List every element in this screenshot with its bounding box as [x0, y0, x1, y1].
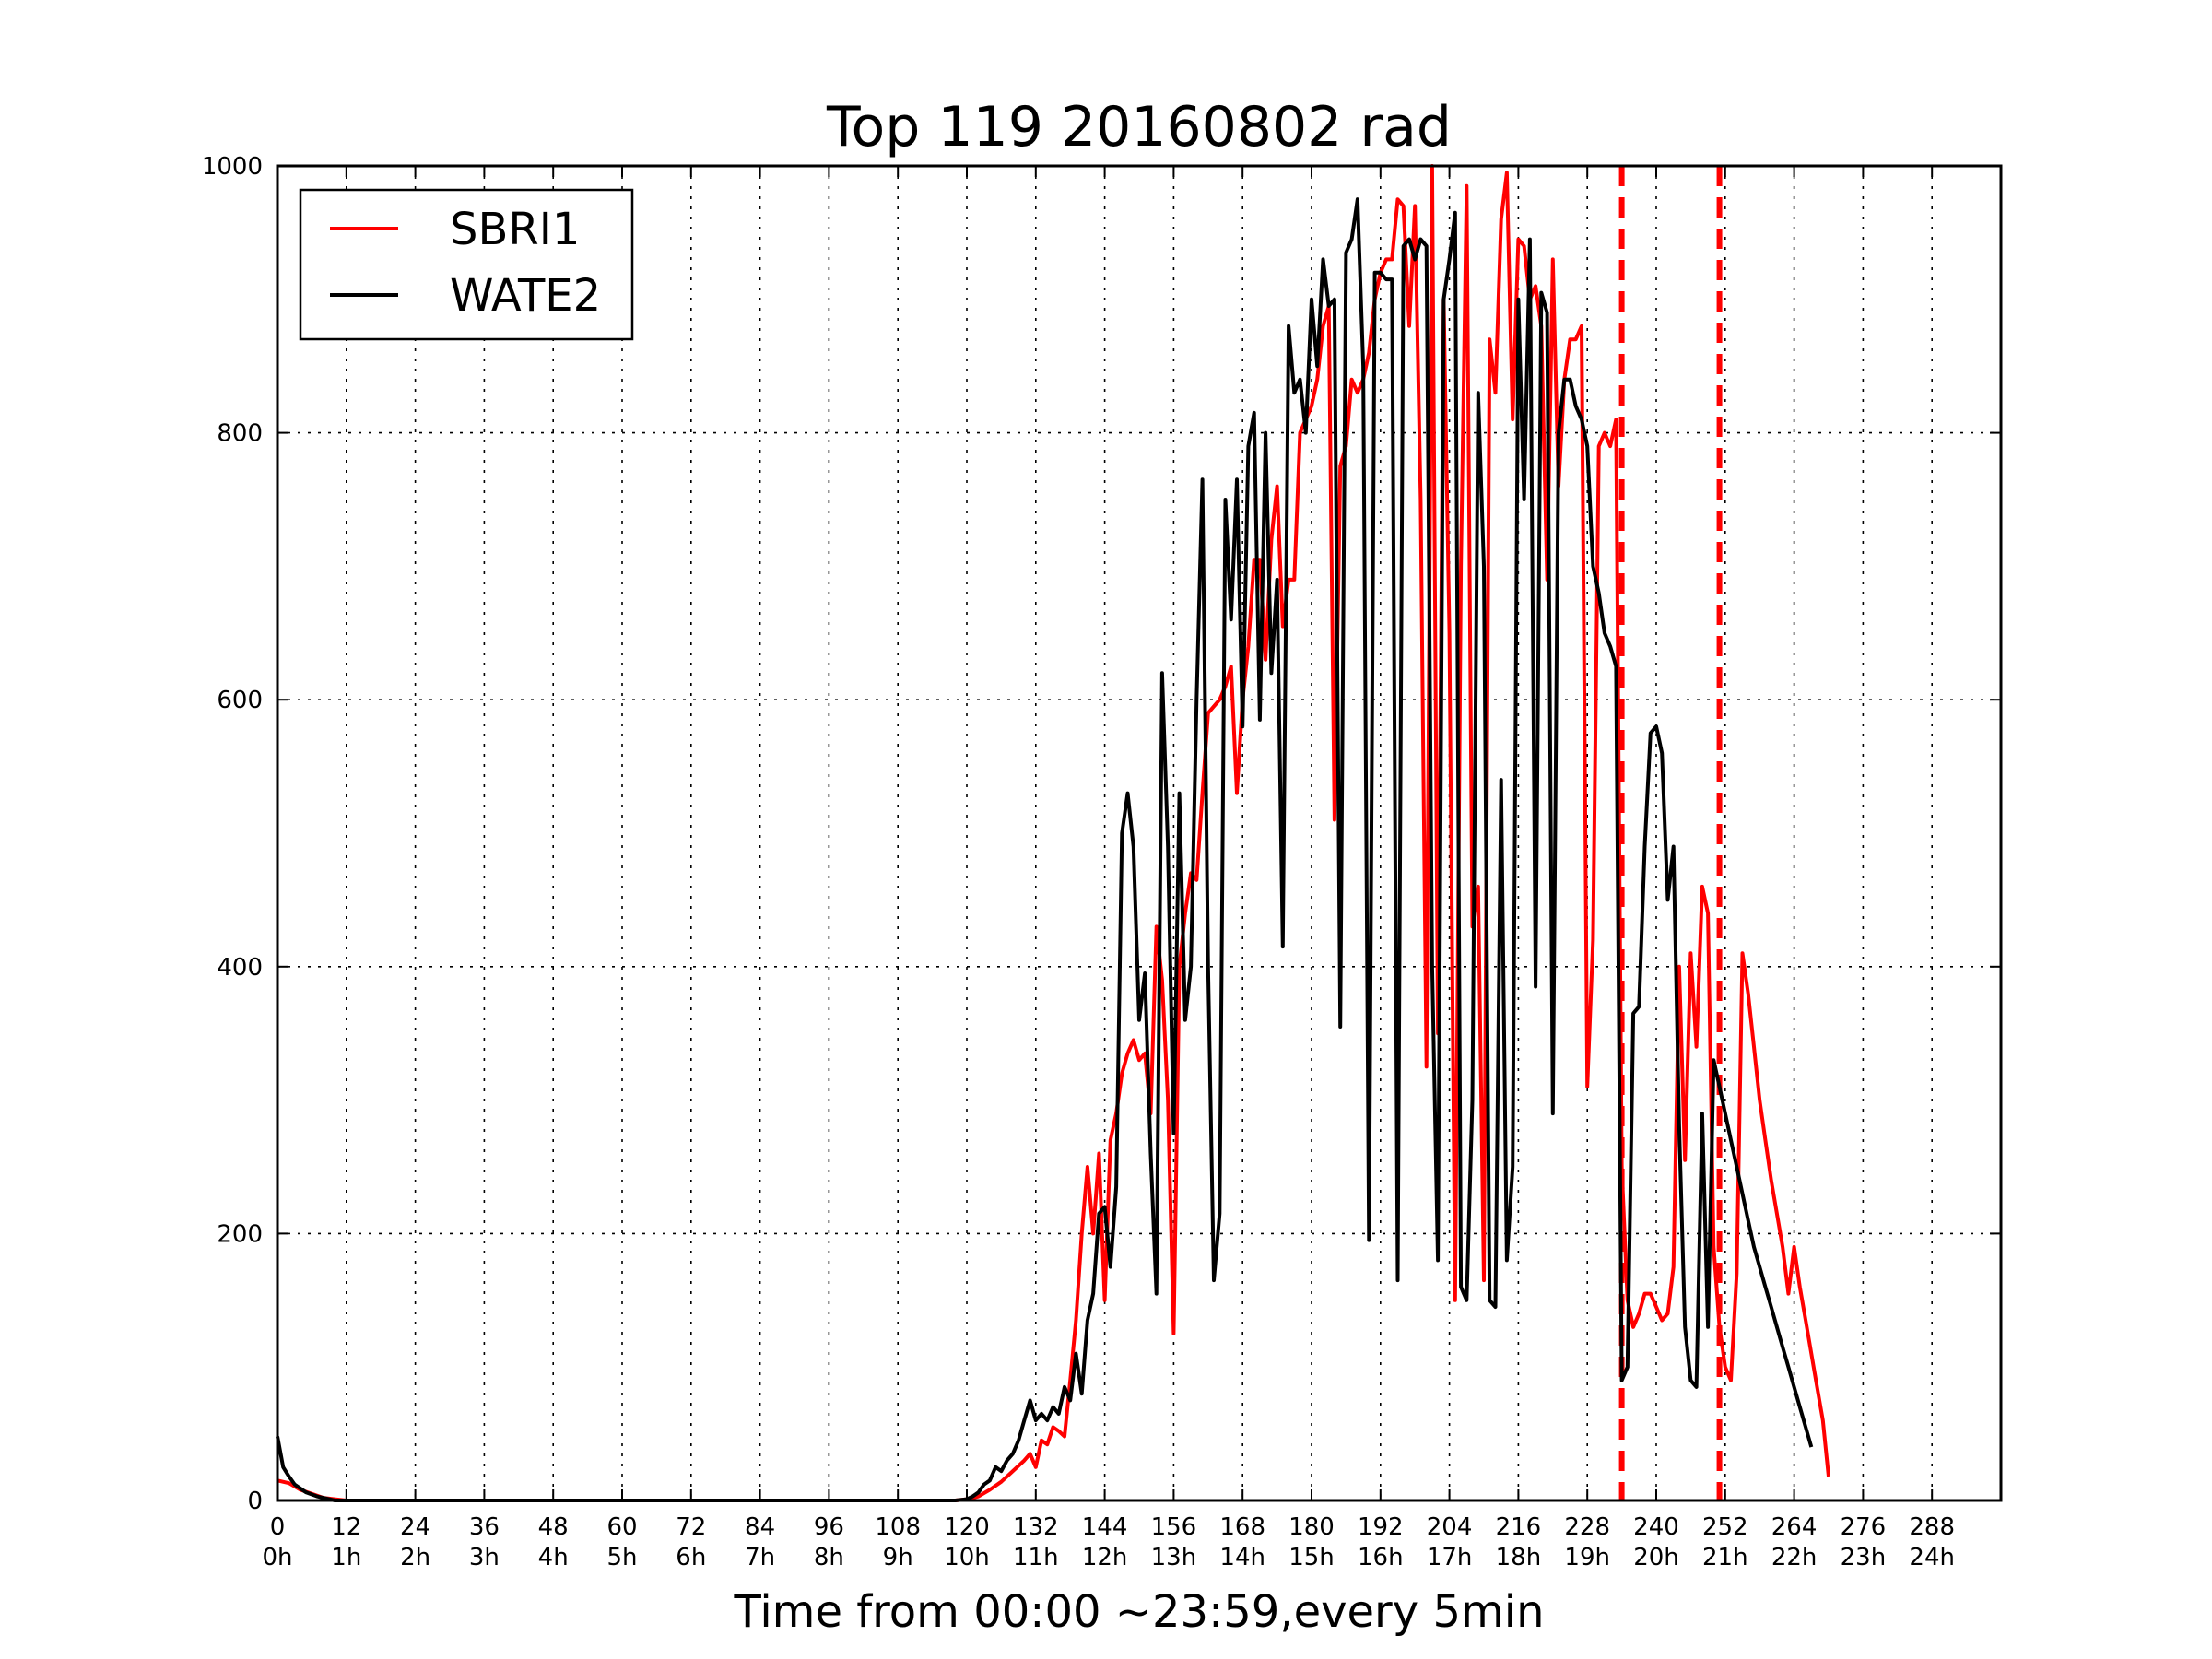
- x-tick-sublabel: 13h: [1151, 1544, 1197, 1571]
- x-tick-label: 132: [1013, 1513, 1059, 1541]
- x-tick-sublabel: 18h: [1496, 1544, 1542, 1571]
- x-tick-sublabel: 4h: [538, 1544, 569, 1571]
- x-tick-sublabel: 1h: [331, 1544, 361, 1571]
- axis-ticks: 0 0h 12 1h 24 2h 36 3h 48 4h 60 5h 72 6h 84 7h 96 8h 108 9h…: [202, 153, 2001, 1571]
- x-tick-label: 252: [1702, 1513, 1748, 1541]
- x-tick-label: 72: [676, 1513, 706, 1541]
- legend-label-wate2: WATE2: [450, 270, 601, 322]
- plot-frame: [276, 164, 2003, 1502]
- x-tick-sublabel: 11h: [1013, 1544, 1059, 1571]
- x-tick-sublabel: 15h: [1288, 1544, 1335, 1571]
- grid: [277, 166, 2001, 1500]
- x-tick-label: 96: [814, 1513, 844, 1541]
- y-tick-label: 800: [217, 420, 263, 448]
- x-tick-label: 180: [1288, 1513, 1335, 1541]
- series-line-sbri1: [276, 164, 1830, 1502]
- x-tick-label: 0: [270, 1513, 286, 1541]
- x-tick-label: 12: [331, 1513, 361, 1541]
- x-tick-sublabel: 0h: [262, 1544, 292, 1571]
- x-tick-sublabel: 7h: [745, 1544, 775, 1571]
- x-tick-label: 240: [1633, 1513, 1679, 1541]
- x-tick-sublabel: 10h: [944, 1544, 990, 1571]
- x-tick-sublabel: 20h: [1633, 1544, 1679, 1571]
- series-lines: [276, 164, 1830, 1502]
- y-tick-label: 400: [217, 954, 263, 982]
- x-tick-sublabel: 12h: [1082, 1544, 1128, 1571]
- x-tick-sublabel: 9h: [883, 1544, 913, 1571]
- x-tick-label: 60: [606, 1513, 637, 1541]
- x-tick-label: 228: [1564, 1513, 1610, 1541]
- legend-box: [299, 188, 634, 341]
- x-tick-sublabel: 8h: [814, 1544, 844, 1571]
- x-tick-label: 108: [875, 1513, 921, 1541]
- legend-label-sbri1: SBRI1: [450, 204, 580, 255]
- x-tick-sublabel: 24h: [1909, 1544, 1955, 1571]
- x-tick-label: 216: [1496, 1513, 1542, 1541]
- x-tick-label: 156: [1151, 1513, 1197, 1541]
- legend: SBRI1 WATE2: [299, 188, 634, 341]
- x-tick-sublabel: 16h: [1358, 1544, 1404, 1571]
- x-tick-label: 288: [1909, 1513, 1955, 1541]
- x-tick-sublabel: 23h: [1841, 1544, 1887, 1571]
- x-tick-label: 144: [1082, 1513, 1128, 1541]
- x-tick-label: 84: [745, 1513, 775, 1541]
- x-tick-sublabel: 2h: [400, 1544, 430, 1571]
- x-tick-sublabel: 6h: [676, 1544, 706, 1571]
- x-tick-label: 48: [538, 1513, 569, 1541]
- x-tick-label: 168: [1219, 1513, 1265, 1541]
- x-tick-label: 192: [1358, 1513, 1404, 1541]
- x-tick-sublabel: 19h: [1564, 1544, 1610, 1571]
- x-tick-sublabel: 5h: [606, 1544, 637, 1571]
- x-tick-sublabel: 3h: [469, 1544, 500, 1571]
- chart-title: Top 119 20160802 rad: [826, 95, 1452, 159]
- x-tick-label: 276: [1841, 1513, 1887, 1541]
- x-tick-label: 204: [1427, 1513, 1473, 1541]
- series-line-wate2: [276, 197, 1814, 1502]
- x-axis-label: Time from 00:00 ~23:59,every 5min: [734, 1586, 1545, 1638]
- y-tick-label: 1000: [202, 153, 263, 181]
- y-tick-label: 0: [247, 1488, 263, 1515]
- x-tick-label: 36: [469, 1513, 500, 1541]
- x-tick-sublabel: 21h: [1702, 1544, 1748, 1571]
- x-tick-label: 24: [400, 1513, 430, 1541]
- y-tick-label: 200: [217, 1220, 263, 1248]
- x-tick-sublabel: 17h: [1427, 1544, 1473, 1571]
- x-tick-label: 120: [944, 1513, 990, 1541]
- x-tick-sublabel: 22h: [1771, 1544, 1818, 1571]
- x-tick-label: 264: [1771, 1513, 1818, 1541]
- x-tick-sublabel: 14h: [1219, 1544, 1265, 1571]
- y-tick-label: 600: [217, 687, 263, 714]
